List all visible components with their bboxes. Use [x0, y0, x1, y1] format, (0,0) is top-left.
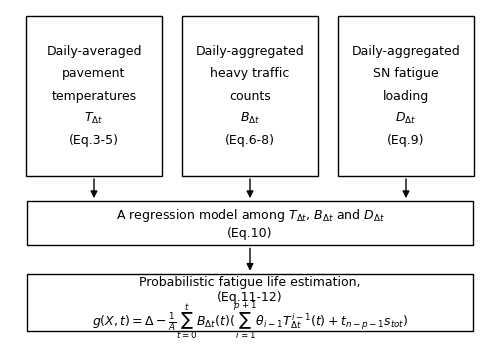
- Text: $D_{\Delta t}$: $D_{\Delta t}$: [396, 111, 416, 126]
- Text: $T_{\Delta t}$: $T_{\Delta t}$: [84, 111, 103, 126]
- Text: (Eq.11-12): (Eq.11-12): [217, 291, 283, 304]
- Text: Probabilistic fatigue life estimation,: Probabilistic fatigue life estimation,: [139, 276, 361, 289]
- Text: temperatures: temperatures: [52, 89, 136, 103]
- Text: Daily-aggregated: Daily-aggregated: [352, 45, 461, 58]
- Text: Daily-averaged: Daily-averaged: [46, 45, 142, 58]
- Text: SN fatigue: SN fatigue: [373, 67, 439, 80]
- Text: (Eq.3-5): (Eq.3-5): [69, 135, 119, 148]
- Text: loading: loading: [383, 89, 429, 103]
- Text: (Eq.9): (Eq.9): [387, 135, 425, 148]
- FancyBboxPatch shape: [338, 16, 474, 176]
- Text: heavy traffic: heavy traffic: [210, 67, 290, 80]
- Text: A regression model among $T_{\Delta t}$, $B_{\Delta t}$ and $D_{\Delta t}$: A regression model among $T_{\Delta t}$,…: [116, 207, 384, 224]
- Text: Daily-aggregated: Daily-aggregated: [196, 45, 304, 58]
- FancyBboxPatch shape: [27, 201, 473, 246]
- Text: (Eq.10): (Eq.10): [227, 227, 273, 239]
- FancyBboxPatch shape: [182, 16, 318, 176]
- FancyBboxPatch shape: [26, 16, 162, 176]
- Text: $B_{\Delta t}$: $B_{\Delta t}$: [240, 111, 260, 126]
- Text: (Eq.6-8): (Eq.6-8): [225, 135, 275, 148]
- Text: counts: counts: [229, 89, 271, 103]
- Text: pavement: pavement: [62, 67, 126, 80]
- FancyBboxPatch shape: [27, 273, 473, 331]
- Text: $g(X,t) = \Delta - \frac{1}{A}\sum_{t=0}^{t} B_{\Delta t}(t)(\sum_{i=1}^{p+1} \t: $g(X,t) = \Delta - \frac{1}{A}\sum_{t=0}…: [92, 299, 408, 342]
